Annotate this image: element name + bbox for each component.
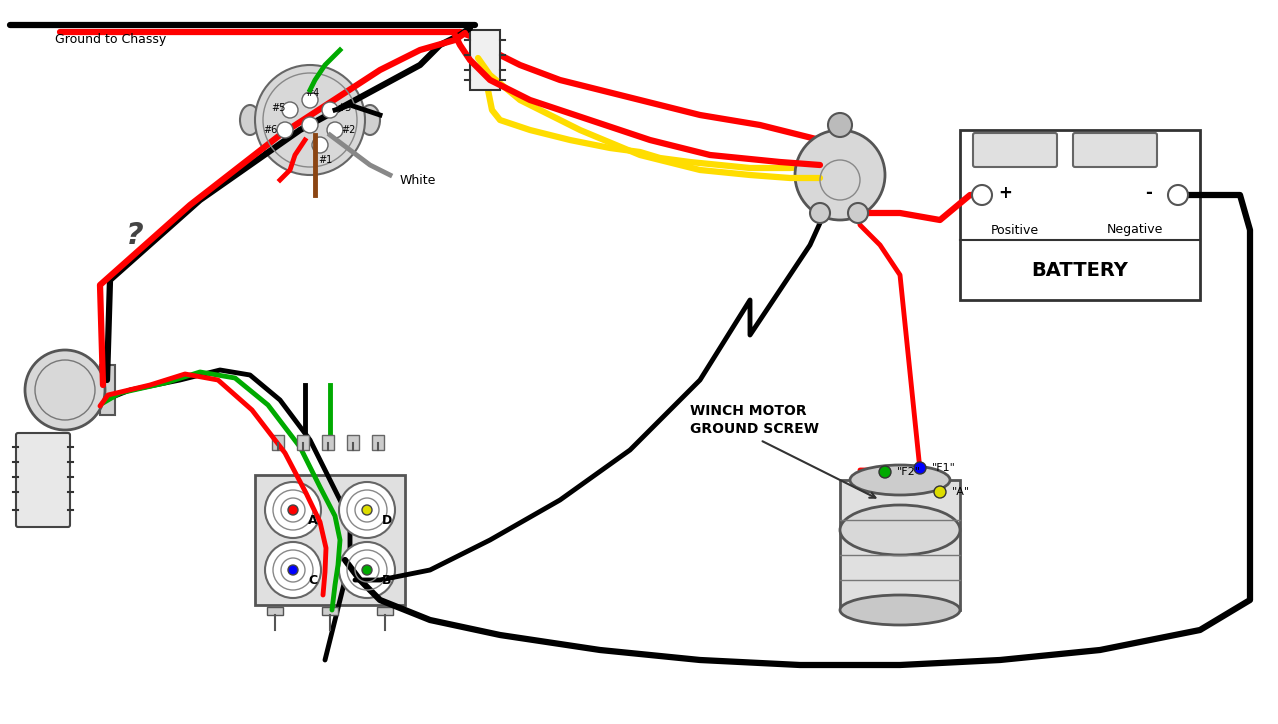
Bar: [100, 365, 115, 415]
Bar: [377, 607, 394, 615]
Circle shape: [288, 565, 298, 575]
Circle shape: [934, 486, 946, 498]
Circle shape: [973, 185, 992, 205]
Bar: [256, 475, 405, 605]
Ellipse shape: [850, 465, 950, 495]
Circle shape: [265, 482, 321, 538]
Circle shape: [288, 505, 298, 515]
Circle shape: [914, 462, 927, 474]
Text: A: A: [308, 513, 318, 526]
Text: "F2": "F2": [897, 467, 921, 477]
Text: #5: #5: [271, 103, 285, 113]
Bar: [470, 30, 500, 90]
Circle shape: [322, 102, 337, 118]
Ellipse shape: [360, 105, 380, 135]
Text: BATTERY: BATTERY: [1031, 261, 1128, 279]
Text: #1: #1: [318, 155, 332, 165]
Circle shape: [282, 102, 298, 118]
Text: +: +: [998, 184, 1012, 202]
Circle shape: [302, 117, 318, 133]
Text: Positive: Positive: [990, 224, 1039, 237]
Bar: [272, 435, 284, 450]
FancyBboxPatch shape: [973, 133, 1057, 167]
Text: #4: #4: [305, 88, 320, 98]
Bar: [267, 607, 282, 615]
Circle shape: [362, 505, 372, 515]
Circle shape: [849, 203, 868, 223]
FancyBboxPatch shape: [17, 433, 70, 527]
Ellipse shape: [240, 105, 259, 135]
Circle shape: [339, 542, 395, 598]
Text: ?: ?: [127, 221, 144, 250]
Text: B: B: [382, 573, 391, 586]
Circle shape: [339, 482, 395, 538]
Bar: [840, 480, 960, 610]
Circle shape: [312, 137, 328, 153]
Text: WINCH MOTOR
GROUND SCREW: WINCH MOTOR GROUND SCREW: [690, 404, 819, 436]
Text: C: C: [308, 573, 317, 586]
Circle shape: [327, 122, 343, 138]
Circle shape: [1168, 185, 1189, 205]
FancyBboxPatch shape: [1074, 133, 1157, 167]
Bar: [322, 435, 334, 450]
Bar: [296, 435, 309, 450]
Ellipse shape: [840, 595, 960, 625]
Bar: [322, 607, 337, 615]
Text: "A": "A": [952, 487, 970, 497]
Circle shape: [302, 92, 318, 108]
Circle shape: [277, 122, 293, 138]
Text: -: -: [1145, 184, 1151, 202]
Circle shape: [265, 542, 321, 598]
Circle shape: [256, 65, 366, 175]
Circle shape: [26, 350, 105, 430]
Bar: [372, 435, 383, 450]
Circle shape: [795, 130, 884, 220]
Text: #6: #6: [263, 125, 277, 135]
Text: White: White: [400, 174, 436, 187]
Text: #3: #3: [337, 103, 351, 113]
Circle shape: [879, 466, 891, 478]
Text: "F1": "F1": [932, 463, 956, 473]
Text: D: D: [382, 513, 392, 526]
Bar: [960, 130, 1200, 300]
Circle shape: [362, 565, 372, 575]
Text: #2: #2: [341, 125, 355, 135]
Text: Negative: Negative: [1107, 224, 1163, 237]
Circle shape: [828, 113, 852, 137]
Circle shape: [810, 203, 829, 223]
Text: Ground to Chassy: Ground to Chassy: [55, 33, 166, 46]
Ellipse shape: [840, 505, 960, 555]
Bar: [348, 435, 359, 450]
